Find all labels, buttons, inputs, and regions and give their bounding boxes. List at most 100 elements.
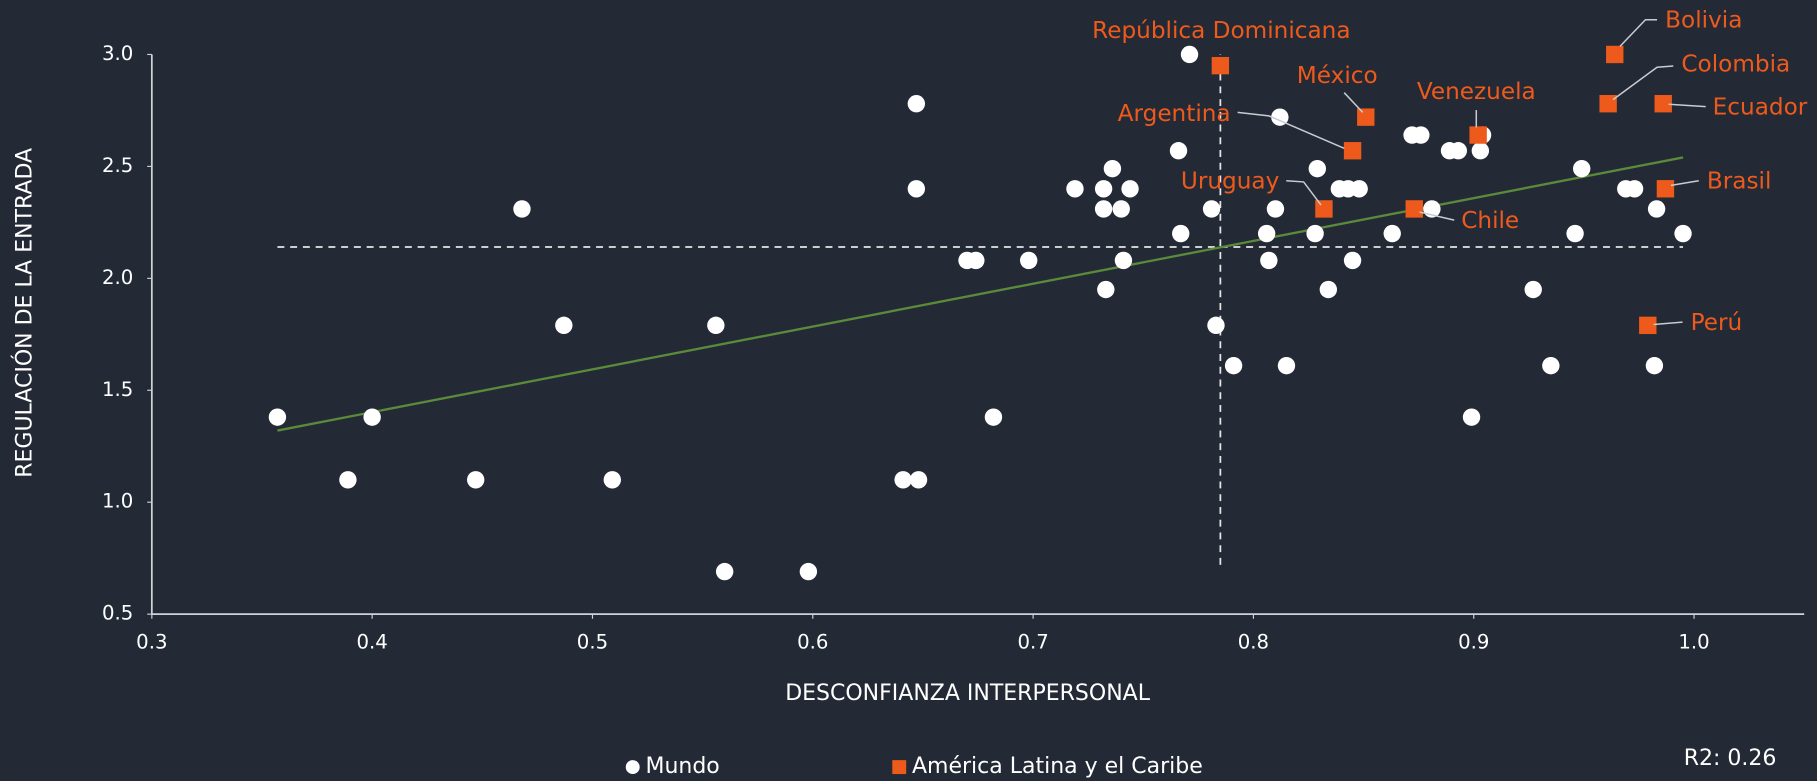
world-point [1462, 408, 1481, 426]
world-point [1266, 200, 1285, 218]
world-point [1180, 45, 1199, 64]
leader-line [1286, 180, 1322, 206]
latam-point [1405, 200, 1423, 218]
point-label: Venezuela [1417, 78, 1536, 105]
world-point [909, 471, 928, 489]
world-point [707, 316, 725, 335]
x-tick-label: 0.5 [577, 631, 608, 654]
world-point [1573, 159, 1591, 178]
world-point [1625, 180, 1644, 198]
world-point [1260, 251, 1278, 270]
world-point [1066, 180, 1084, 198]
world-point [513, 200, 531, 218]
x-tick-label: 0.9 [1458, 631, 1489, 654]
world-point [1645, 356, 1664, 375]
world-point [1306, 224, 1324, 243]
x-tick-label: 0.4 [356, 631, 387, 654]
x-tick-label: 0.3 [136, 631, 167, 654]
world-point [1271, 108, 1289, 126]
point-label: República Dominicana [1092, 17, 1350, 44]
point-label: Bolivia [1665, 6, 1742, 33]
legend-label: Mundo [645, 754, 719, 779]
x-tick-label: 1.0 [1678, 631, 1709, 654]
world-point [1383, 224, 1401, 243]
x-axis-title: DESCONFIANZA INTERPERSONAL [785, 681, 1151, 706]
point-label: Chile [1461, 207, 1519, 234]
x-tick-label: 0.8 [1238, 631, 1269, 654]
legend-label: América Latina y el Caribe [912, 754, 1203, 779]
latam-point [1639, 316, 1657, 335]
y-tick-label: 1.0 [102, 490, 133, 513]
world-point [1566, 224, 1584, 243]
y-tick-label: 2.5 [102, 154, 133, 177]
world-point [715, 562, 734, 581]
world-point [1412, 126, 1430, 144]
leader-line [1343, 92, 1364, 113]
world-point [967, 251, 985, 270]
leader-line [1670, 180, 1699, 187]
world-point [1224, 356, 1243, 375]
latam-point [1315, 200, 1333, 218]
leader-line [1419, 211, 1455, 221]
point-label: Brasil [1707, 167, 1772, 194]
world-point [363, 408, 381, 426]
latam-point [1599, 95, 1617, 113]
latam-point [1656, 180, 1675, 198]
world-point [1121, 180, 1139, 198]
leader-line [1653, 321, 1683, 326]
world-point [1097, 280, 1115, 299]
legend-swatch [625, 760, 640, 775]
r2-annotation: R2: 0.26 [1684, 746, 1777, 771]
leader-line [1612, 65, 1674, 101]
legend-swatch [892, 760, 907, 775]
y-tick-label: 3.0 [102, 42, 133, 65]
world-point [1350, 180, 1368, 198]
world-point [1647, 200, 1666, 218]
y-tick-label: 0.5 [102, 602, 133, 625]
point-label: Colombia [1681, 50, 1790, 77]
latam-point [1606, 45, 1624, 64]
latam-point [1343, 142, 1362, 160]
world-point [1094, 200, 1113, 218]
x-tick-label: 0.6 [797, 631, 828, 654]
world-point [467, 471, 485, 489]
world-point [1308, 159, 1327, 178]
y-tick-label: 2.0 [102, 266, 133, 289]
world-point [1343, 251, 1362, 270]
point-label: Ecuador [1713, 93, 1808, 120]
world-point [339, 471, 357, 489]
world-point [555, 316, 573, 335]
world-point [1257, 224, 1276, 243]
world-point [268, 408, 287, 426]
point-label: Uruguay [1181, 167, 1280, 194]
latam-point [1654, 95, 1672, 113]
world-point [1449, 142, 1468, 160]
world-point [1202, 200, 1221, 218]
world-point [1172, 224, 1190, 243]
y-tick-label: 1.5 [102, 378, 133, 401]
world-point [1169, 142, 1188, 160]
world-point [1103, 159, 1122, 178]
point-label: México [1297, 62, 1378, 89]
world-point [894, 471, 912, 489]
point-label: Argentina [1118, 100, 1231, 127]
world-point [1277, 356, 1296, 375]
world-point [907, 180, 926, 198]
leader-line [1668, 103, 1706, 108]
leader-line [1619, 18, 1658, 47]
world-point [1020, 251, 1038, 270]
y-axis-title: REGULACIÓN DE LA ENTRADA [12, 148, 38, 478]
world-point [1319, 280, 1338, 299]
trendline [277, 156, 1684, 432]
world-point [1207, 316, 1225, 335]
world-point [1674, 224, 1692, 243]
latam-point [1357, 108, 1375, 126]
leader-line [1237, 111, 1345, 150]
world-point [1471, 142, 1490, 160]
world-point [1114, 251, 1133, 270]
world-point [603, 471, 621, 489]
world-point [799, 562, 818, 581]
world-point [1112, 200, 1130, 218]
